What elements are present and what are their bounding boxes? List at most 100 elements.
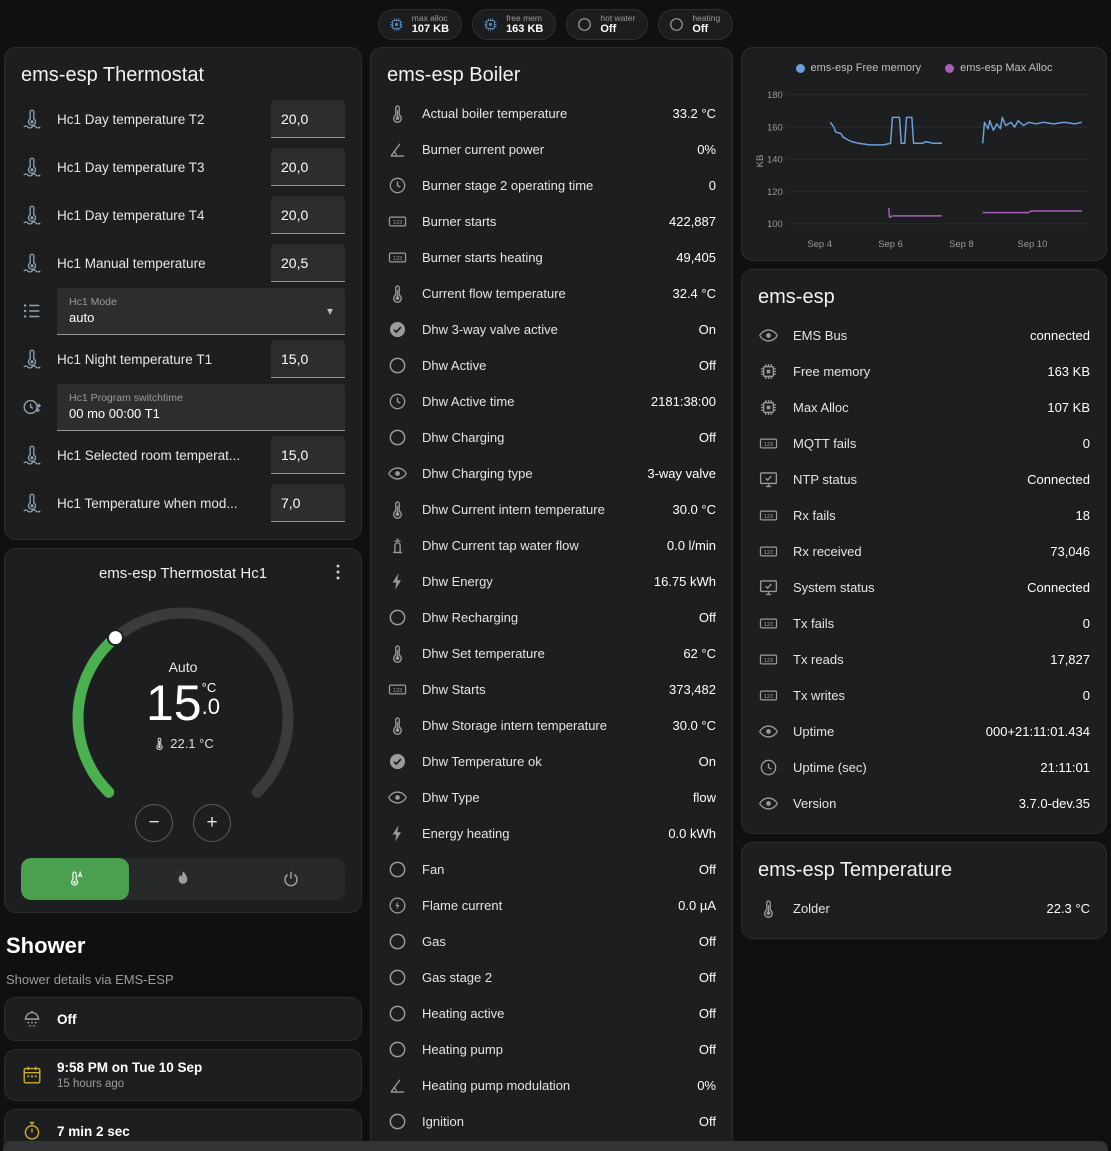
entity-row[interactable]: Dhw Temperature ok On <box>387 743 716 779</box>
entity-row[interactable]: Dhw Energy 16.75 kWh <box>387 563 716 599</box>
entity-row[interactable]: Dhw Charging type 3-way valve <box>387 455 716 491</box>
header-chip-hot-water[interactable]: hot water Off <box>566 9 649 40</box>
entity-row[interactable]: 123 Burner starts heating 49,405 <box>387 239 716 275</box>
decrease-temp-button[interactable]: − <box>135 804 173 842</box>
header-chip-heating[interactable]: heating Off <box>658 9 734 40</box>
increase-temp-button[interactable]: + <box>193 804 231 842</box>
entity-row[interactable]: Dhw Current tap water flow 0.0 l/min <box>387 527 716 563</box>
entity-row[interactable]: Actual boiler temperature 33.2 °C <box>387 95 716 131</box>
entity-label: Free memory <box>793 363 871 379</box>
timer-icon <box>21 1120 43 1142</box>
number-input[interactable]: 20,0 <box>271 148 345 186</box>
mode-select[interactable]: Hc1 Mode auto ▾ <box>57 287 345 335</box>
entity-row[interactable]: Hc1 Day temperature T4 20,0 <box>21 191 345 239</box>
thermostat-dial[interactable]: Auto 15 °C .0 22.1 °C − + <box>57 592 309 844</box>
entity-value: Off <box>698 861 716 877</box>
entity-row[interactable]: 123 Rx received 73,046 <box>758 533 1090 569</box>
entity-row[interactable]: Hc1 Day temperature T2 20,0 <box>21 95 345 143</box>
entity-row[interactable]: 123 Tx fails 0 <box>758 605 1090 641</box>
entity-row[interactable]: Uptime 000+21:11:01.434 <box>758 713 1090 749</box>
number-input[interactable]: 20,5 <box>271 244 345 282</box>
entity-row[interactable]: Burner current power 0% <box>387 131 716 167</box>
shower-detail-card[interactable]: Off <box>4 997 362 1041</box>
text-input[interactable]: Hc1 Program switchtime 00 mo 00:00 T1 <box>57 383 345 431</box>
entity-row[interactable]: Dhw Storage intern temperature 30.0 °C <box>387 707 716 743</box>
thermostat-rows: Hc1 Day temperature T2 20,0 Hc1 Day temper… <box>21 95 345 527</box>
entity-value: 30.0 °C <box>672 717 716 733</box>
entity-row[interactable]: Dhw Set temperature 62 °C <box>387 635 716 671</box>
current-temperature-value: 22.1 °C <box>170 736 214 751</box>
entity-row[interactable]: Hc1 Selected room temperat... 15,0 <box>21 431 345 479</box>
entity-row[interactable]: Current flow temperature 32.4 °C <box>387 275 716 311</box>
header-chip-max-alloc[interactable]: max alloc 107 KB <box>377 9 463 40</box>
entity-row[interactable]: Free memory 163 KB <box>758 353 1090 389</box>
legend-label: ems-esp Max Alloc <box>960 62 1053 74</box>
entity-row[interactable]: 123 MQTT fails 0 <box>758 425 1090 461</box>
entity-row[interactable]: 123 Dhw Starts 373,482 <box>387 671 716 707</box>
entity-row[interactable]: Energy heating 0.0 kWh <box>387 815 716 851</box>
entity-row[interactable]: Hc1 Manual temperature 20,5 <box>21 239 345 287</box>
mode-heat-button[interactable] <box>129 858 237 900</box>
entity-row[interactable]: System status Connected <box>758 569 1090 605</box>
entity-row[interactable]: Dhw Current intern temperature 30.0 °C <box>387 491 716 527</box>
entity-row[interactable]: Heating active Off <box>387 995 716 1031</box>
number-input[interactable]: 15,0 <box>271 340 345 378</box>
dial-knob[interactable] <box>107 629 124 647</box>
legend-item[interactable]: ems-esp Max Alloc <box>945 62 1052 74</box>
entity-row[interactable]: NTP status Connected <box>758 461 1090 497</box>
format-list-icon <box>21 300 43 322</box>
svg-text:123: 123 <box>764 513 773 519</box>
entity-row[interactable]: 123 Tx writes 0 <box>758 677 1090 713</box>
entity-row[interactable]: Max Alloc 107 KB <box>758 389 1090 425</box>
entity-value: 163 KB <box>1047 363 1090 379</box>
left-column: ems-esp Thermostat Hc1 Day temperature T… <box>4 47 362 1151</box>
entity-row[interactable]: Flame current 0.0 µA <box>387 887 716 923</box>
entity-row[interactable]: Dhw Type flow <box>387 779 716 815</box>
number-input[interactable]: 20,0 <box>271 100 345 138</box>
number-input[interactable]: 7,0 <box>271 484 345 522</box>
entity-row[interactable]: Burner stage 2 operating time 0 <box>387 167 716 203</box>
entity-label: Tx writes <box>793 687 845 703</box>
entity-row[interactable]: Dhw 3-way valve active On <box>387 311 716 347</box>
entity-row[interactable]: 123 Burner starts 422,887 <box>387 203 716 239</box>
mode-off-button[interactable] <box>237 858 345 900</box>
entity-row[interactable]: Uptime (sec) 21:11:01 <box>758 749 1090 785</box>
entity-row[interactable]: Dhw Active Off <box>387 347 716 383</box>
memory-history-chart[interactable]: 100 120 140 160 180 Sep 4 Sep 6 Sep 8 Sep 10 KB <box>754 82 1094 254</box>
counter-icon: 123 <box>758 613 779 634</box>
entity-row[interactable]: Gas Off <box>387 923 716 959</box>
entity-row[interactable]: 123 Tx reads 17,827 <box>758 641 1090 677</box>
entity-row[interactable]: EMS Bus connected <box>758 317 1090 353</box>
more-options-button[interactable] <box>327 561 349 583</box>
entity-row[interactable]: Version 3.7.0-dev.35 <box>758 785 1090 821</box>
entity-value: Connected <box>1027 579 1090 595</box>
emsesp-card: ems-esp EMS Bus connected Free memory 163 K… <box>741 269 1107 834</box>
partial-next-row-card[interactable] <box>3 1141 1108 1151</box>
current-temperature: 22.1 °C <box>152 736 214 751</box>
entity-row[interactable]: Hc1 Temperature when mod... 7,0 <box>21 479 345 527</box>
legend-item[interactable]: ems-esp Free memory <box>795 62 921 74</box>
svg-text:140: 140 <box>767 155 783 166</box>
entity-row[interactable]: Fan Off <box>387 851 716 887</box>
entity-value: 0.0 µA <box>678 897 716 913</box>
entity-row[interactable]: 123 Rx fails 18 <box>758 497 1090 533</box>
entity-row[interactable]: Dhw Active time 2181:38:00 <box>387 383 716 419</box>
entity-row[interactable]: Dhw Charging Off <box>387 419 716 455</box>
entity-row[interactable]: Hc1 Night temperature T1 15,0 <box>21 335 345 383</box>
entity-row[interactable]: Zolder 22.3 °C <box>758 890 1090 926</box>
mode-auto-button[interactable] <box>21 858 129 900</box>
number-input[interactable]: 20,0 <box>271 196 345 234</box>
clock-icon <box>387 175 408 196</box>
entity-row[interactable]: Dhw Recharging Off <box>387 599 716 635</box>
entity-row[interactable]: Heating pump Off <box>387 1031 716 1067</box>
card-title: ems-esp Thermostat <box>21 64 205 86</box>
entity-row[interactable]: Heating pump modulation 0% <box>387 1067 716 1103</box>
svg-text:123: 123 <box>764 621 773 627</box>
entity-row[interactable]: Gas stage 2 Off <box>387 959 716 995</box>
chip-value: Off <box>600 23 617 35</box>
header-chip-free-mem[interactable]: free mem 163 KB <box>472 9 557 40</box>
shower-detail-card[interactable]: 9:58 PM on Tue 10 Sep 15 hours ago <box>4 1049 362 1101</box>
entity-row[interactable]: Hc1 Day temperature T3 20,0 <box>21 143 345 191</box>
number-input[interactable]: 15,0 <box>271 436 345 474</box>
entity-row[interactable]: Ignition Off <box>387 1103 716 1139</box>
